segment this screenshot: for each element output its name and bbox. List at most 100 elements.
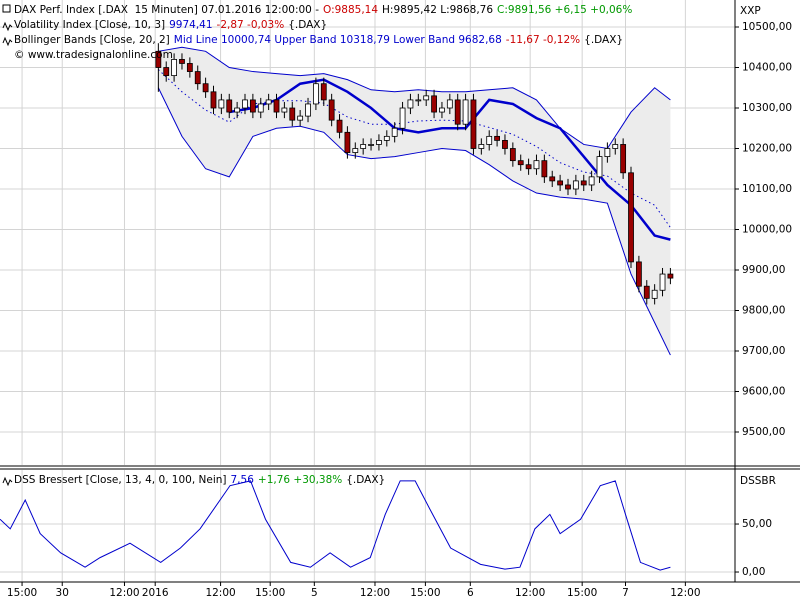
candle-body — [423, 95, 430, 101]
candle-body — [155, 50, 162, 68]
legend-row: Volatility Index [Close, 10, 3] 9974,41 -2… — [14, 18, 636, 33]
candle-body — [281, 107, 288, 113]
candle-body — [234, 107, 241, 113]
legend-text: Mid Line 10000,74 Upper Band 10318,79 Lo… — [173, 34, 502, 46]
candle-body — [399, 107, 406, 129]
candle-body — [210, 91, 217, 109]
x-tick-label: 12:00 — [515, 587, 545, 599]
candle-body — [604, 148, 611, 158]
candle-body — [549, 176, 556, 182]
line — [0, 480, 671, 571]
x-tick-label: 15:00 — [410, 587, 440, 599]
candle-body — [486, 135, 493, 145]
legend-text: H:9895,42 L:9868,76 — [382, 4, 494, 16]
candle-body — [320, 83, 327, 101]
candle-body — [344, 131, 351, 153]
candle-body — [202, 83, 209, 93]
candle-body — [360, 144, 367, 149]
candle-body — [580, 180, 587, 186]
candle-body — [218, 99, 225, 109]
candle-body — [478, 144, 485, 149]
candle-body — [289, 107, 296, 121]
y-tick-label: 9800,00 — [742, 304, 785, 316]
candle-body — [588, 176, 595, 186]
legend-text: {.DAX} — [346, 474, 386, 486]
candle-body — [305, 103, 311, 117]
x-tick-label: 5 — [311, 587, 318, 599]
candle-body — [557, 180, 564, 186]
candle-body — [439, 107, 445, 113]
y-tick-label: 10100,00 — [742, 183, 792, 195]
y-tick-label: 10300,00 — [742, 102, 792, 114]
candle-body — [462, 99, 469, 125]
y-tick-label: 10000,00 — [742, 224, 792, 236]
x-tick-label: 7 — [622, 587, 629, 599]
x-tick-label: 12:00 — [205, 587, 235, 599]
candle-body — [163, 67, 170, 77]
icon — [2, 4, 11, 13]
y-tick-label: 9500,00 — [742, 426, 785, 438]
x-tick-label: 12:00 — [360, 587, 390, 599]
legend: DAX Perf. Index [.DAX 15 Minuten] 07.01.… — [14, 3, 636, 63]
candle-body — [368, 144, 374, 146]
candle-body — [297, 115, 304, 121]
line — [229, 78, 671, 241]
candle-body — [313, 83, 319, 105]
legend-row: DSS Bressert [Close, 13, 4, 0, 100, Nein… — [14, 473, 389, 488]
legend: DSS Bressert [Close, 13, 4, 0, 100, Nein… — [14, 473, 389, 488]
legend-row: © www.tradesignalonline.com — [14, 48, 636, 63]
legend-text: 7,56 — [230, 474, 254, 486]
y-tick-label: 50,00 — [742, 518, 772, 530]
y-tick-label: 9700,00 — [742, 345, 785, 357]
candle-body — [249, 99, 256, 113]
candle-body — [336, 119, 343, 133]
y-tick-label: 9600,00 — [742, 385, 785, 397]
axis-label: XXP — [740, 5, 761, 17]
candle-body — [265, 99, 272, 105]
candle-body — [446, 99, 453, 109]
candle-body — [494, 135, 500, 141]
candle-body — [171, 59, 177, 77]
x-tick-label: 15:00 — [7, 587, 37, 599]
x-tick-label: 2016 — [142, 587, 169, 599]
legend-text: DSS Bressert [Close, 13, 4, 0, 100, Nein… — [14, 474, 227, 486]
candle-body — [226, 99, 233, 113]
candle-body — [541, 160, 548, 178]
candle-body — [667, 273, 674, 279]
legend-text: {.DAX} — [288, 19, 328, 31]
x-tick-label: 6 — [467, 587, 474, 599]
candle-body — [620, 144, 627, 174]
candle-body — [525, 164, 532, 170]
legend-text: C:9891,56 +6,15 +0,06% — [497, 4, 633, 16]
candle-body — [328, 99, 335, 121]
candle-body — [502, 140, 508, 149]
candle-body — [407, 99, 414, 109]
candle-body — [596, 156, 603, 178]
legend-text: O:9885,14 — [322, 4, 379, 16]
y-tick-label: 10400,00 — [742, 62, 792, 74]
x-tick-label: 12:00 — [670, 587, 700, 599]
y-tick-label: 0,00 — [742, 566, 765, 578]
legend-text: © www.tradesignalonline.com — [14, 49, 173, 61]
candle-body — [242, 99, 248, 109]
line — [158, 46, 671, 150]
legend-text: Bollinger Bands [Close, 20, 2] — [14, 34, 170, 46]
candle-body — [383, 135, 390, 141]
legend-text: 9974,41 — [169, 19, 213, 31]
candle-body — [643, 285, 650, 299]
candle-body — [533, 160, 540, 170]
candle-body — [194, 71, 201, 85]
icon — [2, 21, 13, 32]
candle-body — [273, 99, 280, 113]
x-tick-label: 15:00 — [255, 587, 285, 599]
candle-body — [612, 144, 619, 149]
candle-body — [454, 99, 461, 125]
y-tick-label: 10500,00 — [742, 21, 792, 33]
candle-body — [509, 148, 516, 162]
legend-text: +1,76 +30,38% — [257, 474, 343, 486]
icon — [2, 36, 13, 47]
candle-body — [565, 184, 571, 190]
legend-row: DAX Perf. Index [.DAX 15 Minuten] 07.01.… — [14, 3, 636, 18]
candle-body — [376, 140, 382, 145]
